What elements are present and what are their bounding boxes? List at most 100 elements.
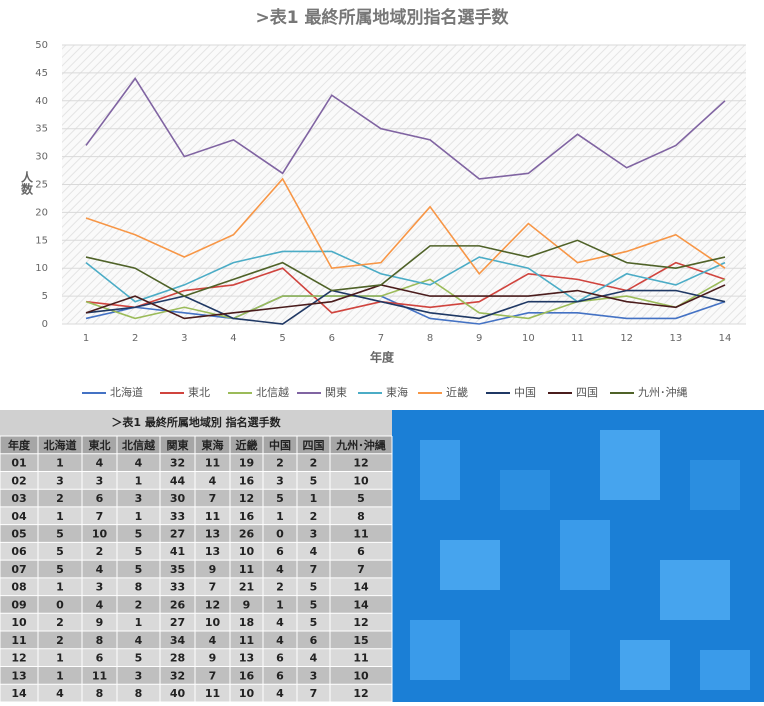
table-cell: 3 (310, 669, 318, 682)
table-cell: 10 (92, 528, 108, 541)
chart-title: >表1 最終所属地域別指名選手数 (256, 7, 510, 28)
table-cell: 2 (56, 616, 64, 629)
legend-label: 東北 (188, 386, 210, 399)
x-tick-label: 14 (719, 333, 732, 344)
table-cell: 10 (353, 669, 369, 682)
table-cell: 6 (276, 545, 284, 558)
table-cell: 7 (209, 492, 217, 505)
table-cell: 6 (357, 545, 365, 558)
table-cell: 5 (135, 528, 143, 541)
table-cell: 0 (56, 598, 64, 611)
table-cell: 12 (239, 492, 254, 505)
table-cell: 1 (56, 510, 64, 523)
table-cell: 4 (96, 563, 104, 576)
table-cell: 1 (135, 474, 143, 487)
y-tick-label: 0 (42, 319, 48, 330)
legend-label: 九州･沖縄 (638, 385, 688, 399)
x-tick-label: 3 (181, 333, 187, 344)
table-cell: 5 (310, 616, 318, 629)
table-cell: 1 (276, 598, 284, 611)
table-cell: 4 (276, 687, 284, 700)
table-cell: 27 (170, 528, 185, 541)
table-cell: 1 (135, 616, 143, 629)
table-cell: 44 (170, 474, 186, 487)
table-cell: 15 (353, 634, 368, 647)
table-cell: 12 (353, 687, 368, 700)
x-tick-label: 7 (378, 333, 384, 344)
table-row-bg (0, 489, 392, 507)
table-year: 10 (11, 616, 27, 629)
table-cell: 30 (170, 492, 186, 505)
table-cell: 3 (56, 474, 64, 487)
x-tick-label: 2 (132, 333, 138, 344)
deco-panel (392, 410, 764, 702)
table-cell: 2 (56, 492, 64, 505)
x-tick-label: 12 (620, 333, 633, 344)
series-line (85, 278, 726, 320)
x-tick-label: 5 (279, 333, 285, 344)
table-cell: 6 (96, 652, 104, 665)
table-header: 近畿 (236, 438, 258, 452)
table-cell: 6 (310, 634, 318, 647)
table-cell: 3 (96, 581, 104, 594)
table-cell: 7 (310, 687, 318, 700)
table-year: 12 (11, 652, 26, 665)
table-cell: 7 (96, 510, 104, 523)
table-cell: 6 (276, 669, 284, 682)
table-cell: 11 (239, 563, 254, 576)
table-cell: 34 (170, 634, 186, 647)
table-row-bg (0, 648, 392, 667)
y-tick-label: 15 (35, 235, 48, 246)
table-cell: 4 (209, 474, 217, 487)
series-line (85, 177, 726, 276)
table-cell: 1 (276, 510, 284, 523)
table-year: 11 (11, 634, 26, 647)
legend-label: 東海 (386, 385, 408, 399)
table-cell: 12 (205, 598, 220, 611)
table-cell: 11 (239, 634, 254, 647)
table-cell: 16 (239, 474, 255, 487)
table-cell: 8 (96, 634, 104, 647)
x-tick-label: 11 (571, 333, 584, 344)
legend-label: 近畿 (446, 385, 468, 399)
table-cell: 4 (310, 652, 318, 665)
x-tick-label: 10 (522, 333, 535, 344)
table-year: 04 (11, 510, 27, 523)
table-cell: 16 (239, 510, 255, 523)
table-cell: 5 (135, 545, 143, 558)
table-cell: 2 (276, 457, 284, 470)
table-cell: 3 (135, 669, 143, 682)
table-year: 14 (11, 687, 27, 700)
x-tick-label: 4 (230, 333, 236, 344)
table-cell: 27 (170, 616, 185, 629)
table-year: 02 (11, 474, 26, 487)
table-cell: 10 (239, 545, 255, 558)
table-row-bg (0, 631, 392, 649)
table-row-bg (0, 524, 392, 543)
table-cell: 13 (205, 528, 220, 541)
table-cell: 2 (310, 510, 318, 523)
series-line (85, 261, 726, 314)
table-row-bg (0, 560, 392, 578)
table-cell: 21 (239, 581, 254, 594)
table-cell: 4 (96, 598, 104, 611)
table-cell: 7 (310, 563, 318, 576)
table-cell: 12 (353, 616, 368, 629)
table-cell: 8 (96, 687, 104, 700)
table-year: 09 (11, 598, 26, 611)
table-year: 05 (11, 528, 26, 541)
table-cell: 5 (56, 545, 64, 558)
table-cell: 3 (135, 492, 143, 505)
table-cell: 1 (56, 457, 64, 470)
y-tick-label: 50 (35, 40, 48, 51)
table-cell: 8 (135, 581, 143, 594)
table-title: ＞表1 最終所属地域別 指名選手数 (111, 415, 281, 429)
table-cell: 11 (92, 669, 107, 682)
table-cell: 5 (135, 563, 143, 576)
series-line (85, 289, 726, 325)
table-cell: 4 (135, 634, 143, 647)
table-header: 北信越 (122, 438, 156, 452)
table-cell: 10 (239, 687, 255, 700)
y-tick-label: 30 (35, 152, 48, 163)
table-cell: 11 (353, 652, 368, 665)
